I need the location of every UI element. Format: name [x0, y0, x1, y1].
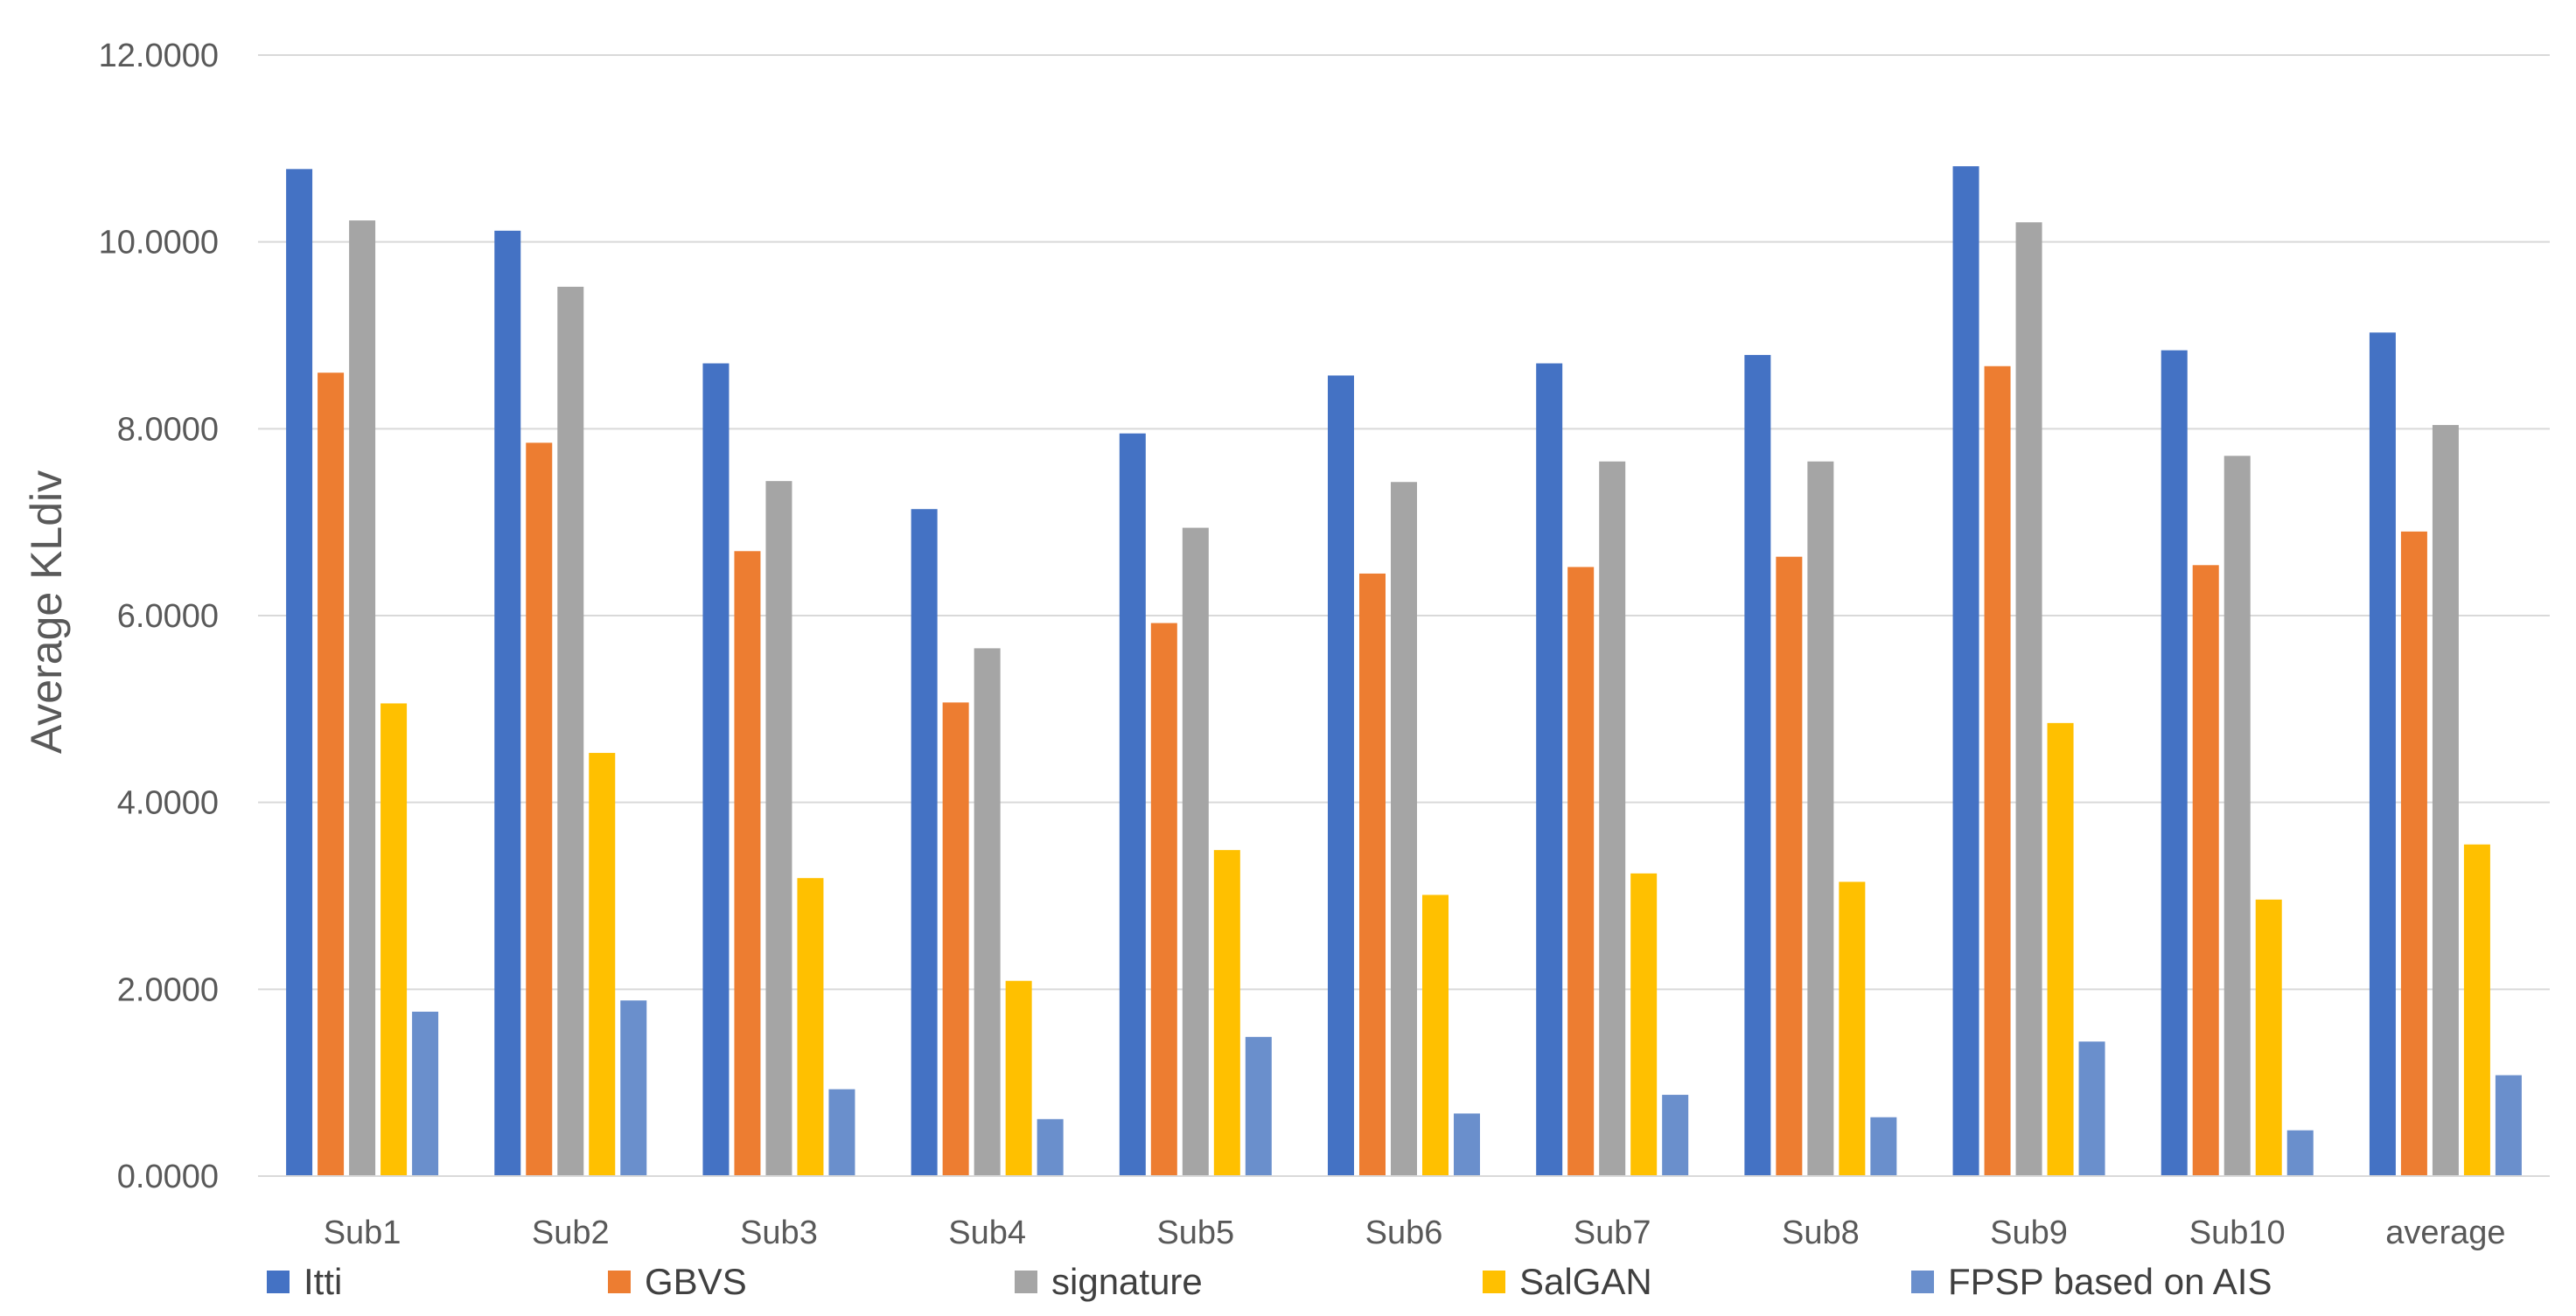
legend-item-gbvs: GBVS: [608, 1261, 747, 1302]
bar-gbvs-sub9: [1984, 366, 2011, 1176]
bar-gbvs-average: [2400, 531, 2427, 1176]
bars: [286, 166, 2522, 1177]
bar-fpsp-based-on-ais-sub10: [2286, 1130, 2314, 1176]
bar-itti-sub5: [1119, 433, 1146, 1176]
bar-fpsp-based-on-ais-sub2: [620, 1000, 647, 1176]
bar-itti-sub6: [1328, 375, 1354, 1176]
bar-signature-sub7: [1599, 461, 1626, 1176]
bar-salgan-sub2: [589, 753, 616, 1176]
bar-gbvs-sub3: [734, 551, 761, 1176]
bar-signature-sub2: [557, 286, 584, 1176]
legend-label: Itti: [304, 1261, 342, 1302]
bar-fpsp-based-on-ais-sub1: [412, 1011, 439, 1176]
bar-itti-sub1: [286, 169, 313, 1176]
bar-itti-sub8: [1744, 354, 1771, 1176]
bar-itti-sub7: [1536, 363, 1563, 1176]
y-tick-label: 2.0000: [117, 971, 219, 1008]
x-tick-label: Sub1: [324, 1215, 401, 1251]
legend-item-fpsp-based-on-ais: FPSP based on AIS: [1911, 1261, 2272, 1302]
y-axis-ticks: 0.0000 2.0000 4.0000 6.0000 8.0000 10.0000 12.…: [99, 38, 219, 1195]
legend-label: SalGAN: [1519, 1261, 1652, 1302]
legend-label: GBVS: [645, 1261, 747, 1302]
bar-signature-sub10: [2223, 456, 2251, 1176]
legend-swatch: [1483, 1271, 1505, 1293]
bar-itti-sub10: [2161, 350, 2188, 1176]
bar-signature-sub4: [974, 648, 1001, 1176]
bar-signature-sub9: [2015, 222, 2042, 1176]
bar-salgan-average: [2463, 844, 2490, 1176]
bar-gbvs-sub1: [318, 373, 345, 1176]
bar-gbvs-sub5: [1150, 623, 1177, 1176]
x-tick-label: Sub7: [1574, 1215, 1651, 1251]
bar-salgan-sub9: [2047, 722, 2074, 1176]
x-tick-label: Sub9: [1990, 1215, 2068, 1251]
bar-salgan-sub3: [797, 878, 824, 1176]
bar-fpsp-based-on-ais-sub5: [1245, 1036, 1272, 1176]
bar-gbvs-sub8: [1776, 556, 1803, 1176]
bar-salgan-sub8: [1839, 881, 1866, 1176]
x-tick-label: Sub6: [1365, 1215, 1443, 1251]
bar-itti-sub2: [494, 230, 521, 1176]
y-tick-label: 8.0000: [117, 411, 219, 448]
bar-gbvs-sub10: [2192, 565, 2219, 1176]
x-tick-label: average: [2385, 1215, 2505, 1251]
bar-signature-sub1: [349, 220, 376, 1177]
bar-fpsp-based-on-ais-sub8: [1870, 1117, 1897, 1176]
legend-swatch: [267, 1271, 290, 1293]
bar-fpsp-based-on-ais-sub4: [1037, 1118, 1064, 1176]
bar-gbvs-sub4: [942, 702, 969, 1176]
bar-signature-sub8: [1807, 461, 1834, 1176]
legend-swatch: [608, 1271, 631, 1293]
x-tick-label: Sub2: [532, 1215, 610, 1251]
legend: Itti GBVS signature SalGAN FPSP based on AIS: [267, 1261, 2272, 1302]
legend-swatch: [1911, 1271, 1934, 1293]
bar-itti-sub9: [1952, 166, 1979, 1176]
bar-signature-sub3: [765, 481, 792, 1176]
bar-fpsp-based-on-ais-average: [2495, 1075, 2522, 1176]
x-tick-label: Sub8: [1782, 1215, 1860, 1251]
bar-gbvs-sub7: [1567, 567, 1595, 1176]
x-tick-label: Sub3: [740, 1215, 818, 1251]
bar-signature-sub6: [1391, 482, 1417, 1176]
bar-fpsp-based-on-ais-sub6: [1454, 1113, 1480, 1176]
legend-swatch: [1015, 1271, 1037, 1293]
bar-fpsp-based-on-ais-sub9: [2078, 1041, 2105, 1176]
bar-itti-sub4: [911, 509, 938, 1176]
y-axis-title: Average KLdiv: [22, 470, 71, 754]
bar-salgan-sub5: [1213, 850, 1240, 1176]
y-tick-label: 10.0000: [99, 225, 219, 261]
bar-signature-sub5: [1182, 527, 1209, 1176]
x-tick-label: Sub4: [948, 1215, 1026, 1251]
legend-item-signature: signature: [1015, 1261, 1203, 1302]
x-tick-label: Sub5: [1156, 1215, 1234, 1251]
bar-salgan-sub4: [1005, 980, 1032, 1176]
bar-itti-average: [2369, 332, 2396, 1176]
y-tick-label: 0.0000: [117, 1159, 219, 1195]
y-tick-label: 12.0000: [99, 38, 219, 74]
x-axis-ticks: Sub1 Sub2 Sub3 Sub4 Sub5 Sub6 Sub7 Sub8 Sub9 Sub1…: [324, 1215, 2506, 1251]
legend-label: signature: [1051, 1261, 1203, 1302]
bar-salgan-sub7: [1630, 873, 1658, 1176]
bar-signature-average: [2432, 425, 2459, 1176]
legend-label: FPSP based on AIS: [1948, 1261, 2272, 1302]
legend-item-itti: Itti: [267, 1261, 342, 1302]
bar-salgan-sub1: [380, 703, 408, 1176]
bar-itti-sub3: [702, 363, 730, 1176]
bar-fpsp-based-on-ais-sub7: [1662, 1095, 1689, 1176]
y-tick-label: 6.0000: [117, 598, 219, 635]
bar-salgan-sub6: [1422, 895, 1449, 1176]
bar-gbvs-sub6: [1359, 573, 1386, 1176]
bar-fpsp-based-on-ais-sub3: [828, 1089, 855, 1176]
bar-salgan-sub10: [2255, 899, 2282, 1176]
y-tick-label: 4.0000: [117, 785, 219, 822]
bar-gbvs-sub2: [526, 442, 553, 1176]
legend-item-salgan: SalGAN: [1483, 1261, 1652, 1302]
x-tick-label: Sub10: [2189, 1215, 2286, 1251]
